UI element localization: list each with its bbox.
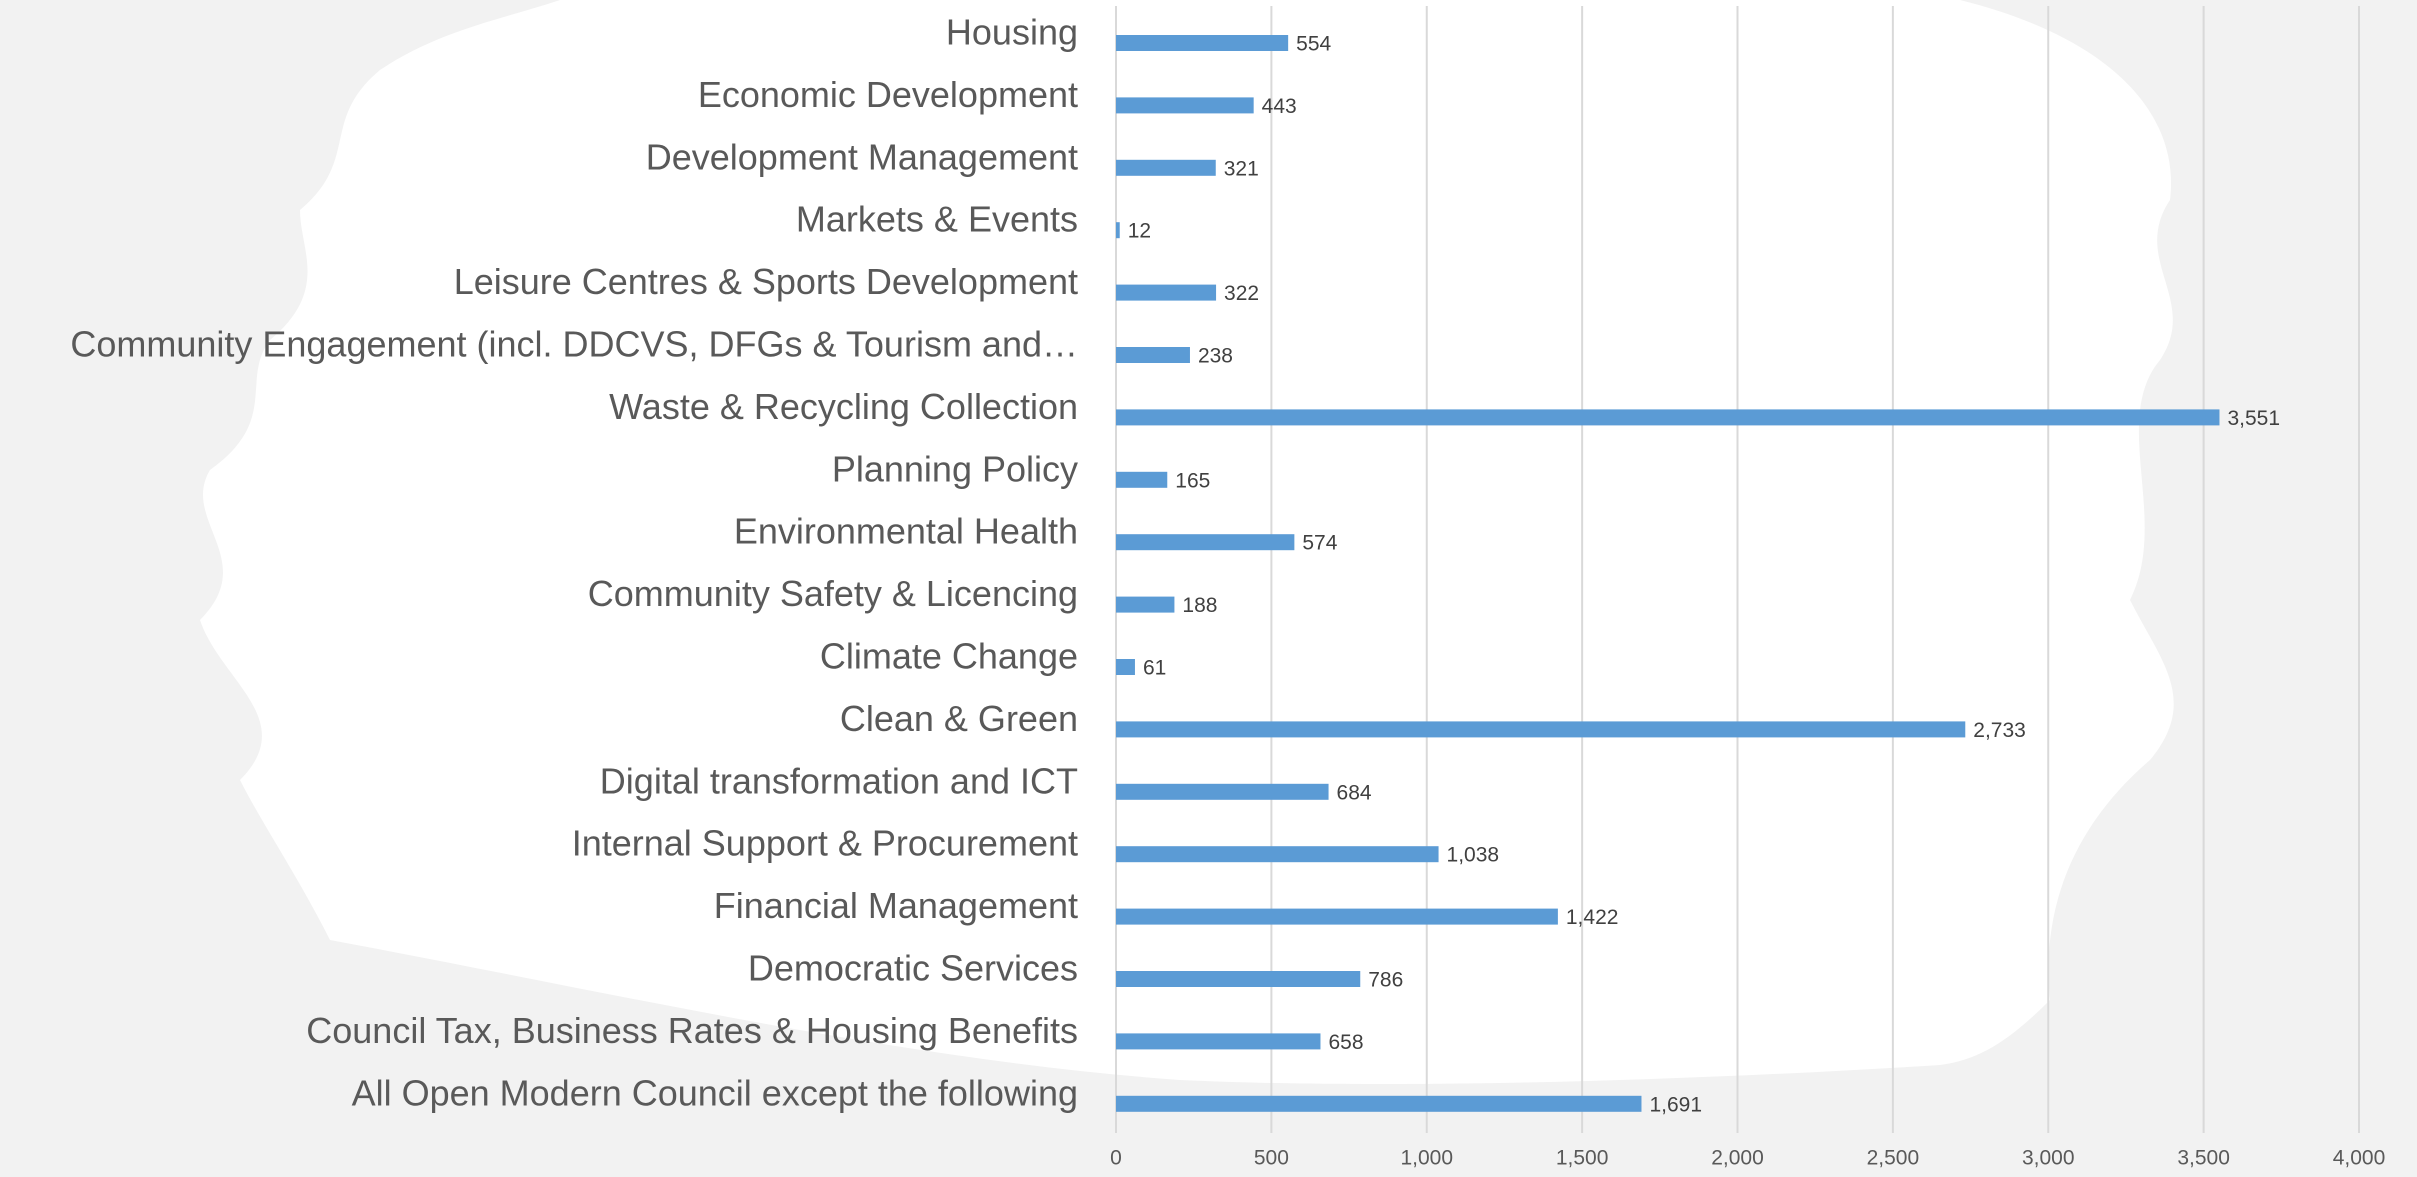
value-label: 3,551 bbox=[2227, 407, 2280, 430]
bar bbox=[1116, 97, 1254, 113]
category-label: Housing bbox=[946, 12, 1078, 53]
bar bbox=[1116, 35, 1288, 51]
bar bbox=[1116, 597, 1174, 613]
bar bbox=[1116, 160, 1216, 176]
bar bbox=[1116, 1033, 1320, 1049]
bar bbox=[1116, 784, 1329, 800]
x-tick-label: 2,000 bbox=[1711, 1147, 1764, 1170]
bar bbox=[1116, 1096, 1641, 1112]
category-label: All Open Modern Council except the follo… bbox=[352, 1072, 1078, 1113]
value-label: 443 bbox=[1262, 95, 1297, 118]
category-label: Economic Development bbox=[698, 74, 1078, 115]
bar bbox=[1116, 971, 1360, 987]
chart: 05001,0001,5002,0002,5003,0003,5004,000 … bbox=[0, 0, 2417, 1172]
value-label: 786 bbox=[1368, 969, 1403, 992]
x-tick-label: 3,000 bbox=[2022, 1147, 2075, 1170]
category-label: Democratic Services bbox=[748, 948, 1078, 989]
category-label: Climate Change bbox=[820, 636, 1078, 677]
category-label: Waste & Recycling Collection bbox=[609, 386, 1078, 427]
category-label: Markets & Events bbox=[796, 199, 1078, 240]
value-label: 574 bbox=[1302, 532, 1337, 555]
bar bbox=[1116, 409, 2219, 425]
x-tick-label: 1,500 bbox=[1556, 1147, 1609, 1170]
bar bbox=[1116, 534, 1294, 550]
x-tick-label: 2,500 bbox=[1867, 1147, 1920, 1170]
value-label: 554 bbox=[1296, 33, 1331, 56]
category-label: Community Safety & Licencing bbox=[588, 573, 1078, 614]
category-label: Clean & Green bbox=[840, 698, 1078, 739]
page: {"chart_data": {"type": "bar", "orientat… bbox=[0, 0, 2417, 1172]
category-label: Development Management bbox=[646, 136, 1078, 177]
value-label: 658 bbox=[1328, 1031, 1363, 1054]
value-label: 1,038 bbox=[1447, 844, 1500, 867]
value-label: 1,422 bbox=[1566, 906, 1619, 929]
category-label: Council Tax, Business Rates & Housing Be… bbox=[306, 1010, 1078, 1051]
value-label: 165 bbox=[1175, 469, 1210, 492]
bar bbox=[1116, 222, 1120, 238]
value-label: 238 bbox=[1198, 345, 1233, 368]
value-label: 2,733 bbox=[1973, 719, 2026, 742]
x-tick-label: 1,000 bbox=[1400, 1147, 1453, 1170]
bar bbox=[1116, 472, 1167, 488]
value-label: 12 bbox=[1128, 220, 1151, 243]
bar bbox=[1116, 659, 1135, 675]
category-label: Leisure Centres & Sports Development bbox=[454, 261, 1078, 302]
x-tick-label: 0 bbox=[1110, 1147, 1122, 1170]
category-label: Environmental Health bbox=[734, 511, 1078, 552]
category-label: Digital transformation and ICT bbox=[600, 760, 1078, 801]
bar bbox=[1116, 909, 1558, 925]
x-tick-label: 500 bbox=[1254, 1147, 1289, 1170]
category-label: Planning Policy bbox=[832, 448, 1078, 489]
value-label: 61 bbox=[1143, 657, 1166, 680]
bar bbox=[1116, 285, 1216, 301]
value-label: 1,691 bbox=[1649, 1093, 1702, 1116]
category-label: Community Engagement (incl. DDCVS, DFGs … bbox=[70, 324, 1078, 365]
category-label: Internal Support & Procurement bbox=[572, 823, 1078, 864]
x-tick-label: 3,500 bbox=[2177, 1147, 2230, 1170]
value-label: 321 bbox=[1224, 157, 1259, 180]
bar bbox=[1116, 721, 1965, 737]
bar bbox=[1116, 347, 1190, 363]
x-tick-label: 4,000 bbox=[2333, 1147, 2386, 1170]
value-label: 188 bbox=[1182, 594, 1217, 617]
value-label: 322 bbox=[1224, 282, 1259, 305]
value-label: 684 bbox=[1337, 781, 1372, 804]
category-label: Financial Management bbox=[714, 885, 1078, 926]
bar bbox=[1116, 846, 1439, 862]
